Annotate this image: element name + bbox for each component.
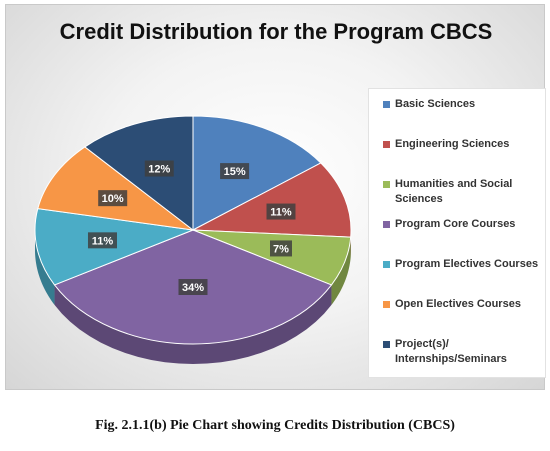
pie-slice-6 [83, 115, 194, 232]
chart-title: Credit Distribution for the Program CBCS [59, 19, 493, 44]
legend: Basic Sciences Engineering Sciences Huma… [368, 88, 546, 378]
data-label-1: 11% [270, 207, 292, 219]
data-label-box-6 [144, 160, 174, 177]
legend-label: Program Core Courses [395, 218, 516, 230]
legend-label: Engineering Sciences [395, 138, 510, 150]
pie-slice-5 [37, 146, 195, 231]
legend-item-program-core-courses: Program Core Courses [383, 217, 543, 232]
legend-label: Basic Sciences [395, 98, 476, 110]
pie-side-2 [331, 237, 351, 305]
data-label-6: 12% [148, 164, 170, 176]
pie-chart: 15% 11% 7% 34% 11% 10% 12% [34, 115, 352, 364]
legend-swatch [383, 261, 390, 268]
figure-caption: Fig. 2.1.1(b) Pie Chart showing Credits … [95, 418, 455, 433]
legend-label: Program Electives Courses [395, 258, 539, 270]
pie-side-4 [35, 230, 55, 305]
pie-data-labels: 15% 11% 7% 34% 11% 10% 12% [87, 160, 296, 295]
legend-item-engineering-sciences: Engineering Sciences [383, 137, 543, 152]
legend-swatch [383, 221, 390, 228]
data-label-3: 34% [182, 282, 204, 294]
data-label-box-3 [178, 279, 208, 295]
legend-swatch [383, 101, 390, 108]
data-label-2: 7% [273, 243, 289, 255]
legend-swatch [383, 341, 390, 348]
legend-label: Project(s)/ Internships/Seminars [395, 338, 507, 365]
data-label-box-1 [266, 203, 296, 220]
legend-label: Humanities and Social Sciences [395, 178, 513, 205]
legend-label: Open Electives Courses [395, 298, 521, 310]
legend-item-humanities-social-sciences: Humanities and Social Sciences [383, 177, 543, 207]
data-label-box-0 [220, 163, 250, 180]
data-label-5: 10% [102, 193, 124, 205]
pie-side-3 [54, 284, 332, 364]
pie-slice-1 [191, 162, 352, 238]
legend-swatch [383, 301, 390, 308]
data-label-0: 15% [224, 166, 246, 178]
pie-slices [34, 115, 352, 345]
legend-item-basic-sciences: Basic Sciences [383, 97, 543, 112]
pie-slice-0 [192, 115, 322, 231]
legend-swatch [383, 181, 390, 188]
legend-swatch [383, 141, 390, 148]
chart-area: Credit Distribution for the Program CBCS… [5, 4, 546, 390]
data-label-box-5 [98, 190, 128, 207]
data-label-box-2 [270, 240, 292, 257]
data-label-4: 11% [92, 235, 114, 247]
legend-item-program-electives-courses: Program Electives Courses [383, 257, 543, 272]
legend-item-open-electives-courses: Open Electives Courses [383, 297, 543, 312]
data-label-box-4 [87, 232, 117, 249]
legend-item-projects-internships-seminars: Project(s)/ Internships/Seminars [383, 337, 543, 367]
